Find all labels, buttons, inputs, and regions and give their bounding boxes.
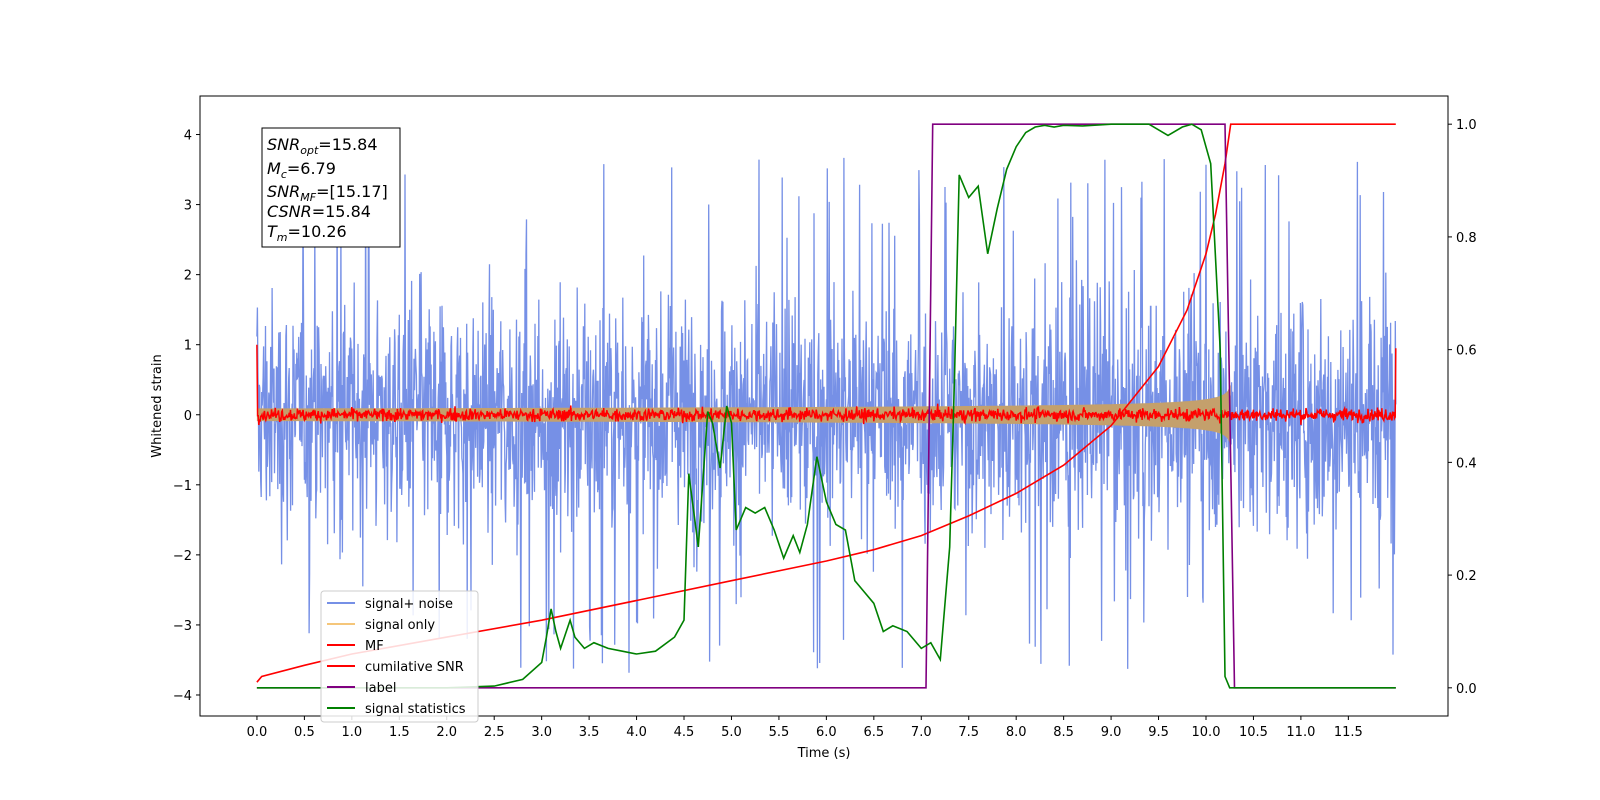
y-left-tick-label: 4 xyxy=(184,129,192,144)
x-tick-label: 7.5 xyxy=(958,725,979,740)
x-axis-ticks: 0.0 0.5 1.0 1.5 2.0 2.5 3.0 3.5 4.0 4.5 5.0 5.5 6.0 6… xyxy=(247,716,1363,740)
x-tick-label: 6.5 xyxy=(863,725,884,740)
x-tick-label: 3.5 xyxy=(579,725,600,740)
annotation-frame xyxy=(261,127,401,248)
legend-label-label: label xyxy=(365,681,396,696)
x-tick-label: 5.5 xyxy=(769,725,790,740)
y-left-tick-label: 1 xyxy=(184,339,192,354)
legend-label-signal-noise: signal+ noise xyxy=(365,597,453,612)
legend-item-signal-noise: signal+ noise xyxy=(327,597,453,612)
x-tick-label: 4.5 xyxy=(674,725,695,740)
legend-label-signal-statistics: signal statistics xyxy=(365,702,466,717)
annotation-line-csnr: CSNR=15.84 xyxy=(267,202,371,221)
y-axis-left-ticks: 4 3 2 1 0 −1 −2 −3 −4 xyxy=(173,129,200,704)
legend-item-signal-only: signal only xyxy=(327,618,435,633)
plot-frame xyxy=(199,95,1449,717)
y-left-tick-label: −2 xyxy=(173,549,192,564)
series-signal-statistics xyxy=(256,123,1396,689)
annotation-line-mc: Mc=6.79 xyxy=(267,159,336,181)
legend-item-mf: MF xyxy=(327,639,384,654)
legend-item-signal-statistics: signal statistics xyxy=(327,702,466,717)
x-tick-label: 10.5 xyxy=(1239,725,1268,740)
y-right-tick-label: 0.4 xyxy=(1456,456,1477,471)
y-left-tick-label: −4 xyxy=(173,689,192,704)
y-axis-right-ticks: 1.0 0.8 0.6 0.4 0.2 0.0 xyxy=(1448,118,1477,697)
x-tick-label: 11.0 xyxy=(1286,725,1315,740)
x-tick-label: 6.0 xyxy=(816,725,837,740)
y-left-tick-label: 2 xyxy=(184,269,192,284)
series-signal-noise xyxy=(256,157,1397,673)
x-tick-label: 1.0 xyxy=(342,725,363,740)
x-tick-label: 1.5 xyxy=(389,725,410,740)
x-tick-label: 5.0 xyxy=(721,725,742,740)
x-axis-label: Time (s) xyxy=(797,746,851,761)
x-tick-label: 9.0 xyxy=(1101,725,1122,740)
y-right-tick-label: 0.8 xyxy=(1456,231,1477,246)
annotation-line-snr-opt: SNRopt=15.84 xyxy=(267,135,378,157)
y-left-tick-label: 3 xyxy=(184,199,192,214)
legend-label-mf: MF xyxy=(365,639,384,654)
x-tick-label: 9.5 xyxy=(1148,725,1169,740)
annotation-line-tm: Tm=10.26 xyxy=(267,222,347,244)
series-mf xyxy=(256,344,1397,426)
legend-label-cumulative-snr: cumilative SNR xyxy=(365,660,464,675)
x-tick-label: 10.0 xyxy=(1192,725,1221,740)
y-left-tick-label: 0 xyxy=(184,409,192,424)
annotation-line-snr-mf: SNRMF=[15.17] xyxy=(267,182,388,204)
legend-frame xyxy=(320,590,479,723)
legend-item-label: label xyxy=(327,681,396,696)
x-tick-label: 11.5 xyxy=(1334,725,1363,740)
x-tick-label: 7.0 xyxy=(911,725,932,740)
legend-label-signal-only: signal only xyxy=(365,618,435,633)
legend: signal+ noise signal only MF cumilative … xyxy=(320,590,479,723)
y-axis-label: Whitened strain xyxy=(150,354,165,457)
y-right-tick-label: 0.6 xyxy=(1456,344,1477,359)
x-tick-label: 8.0 xyxy=(1006,725,1027,740)
x-tick-label: 4.0 xyxy=(626,725,647,740)
annotation-box: SNRopt=15.84 Mc=6.79 SNRMF=[15.17] CSNR=… xyxy=(261,127,401,248)
y-left-tick-label: −3 xyxy=(173,619,192,634)
y-right-tick-label: 1.0 xyxy=(1456,118,1477,133)
x-tick-label: 0.0 xyxy=(247,725,268,740)
x-tick-label: 0.5 xyxy=(294,725,315,740)
x-tick-label: 2.5 xyxy=(484,725,505,740)
legend-item-cumulative-snr: cumilative SNR xyxy=(327,660,464,675)
x-tick-label: 2.0 xyxy=(436,725,457,740)
x-tick-label: 3.0 xyxy=(531,725,552,740)
y-left-tick-label: −1 xyxy=(173,479,192,494)
y-right-tick-label: 0.0 xyxy=(1456,682,1477,697)
x-tick-label: 8.5 xyxy=(1053,725,1074,740)
y-right-tick-label: 0.2 xyxy=(1456,569,1477,584)
